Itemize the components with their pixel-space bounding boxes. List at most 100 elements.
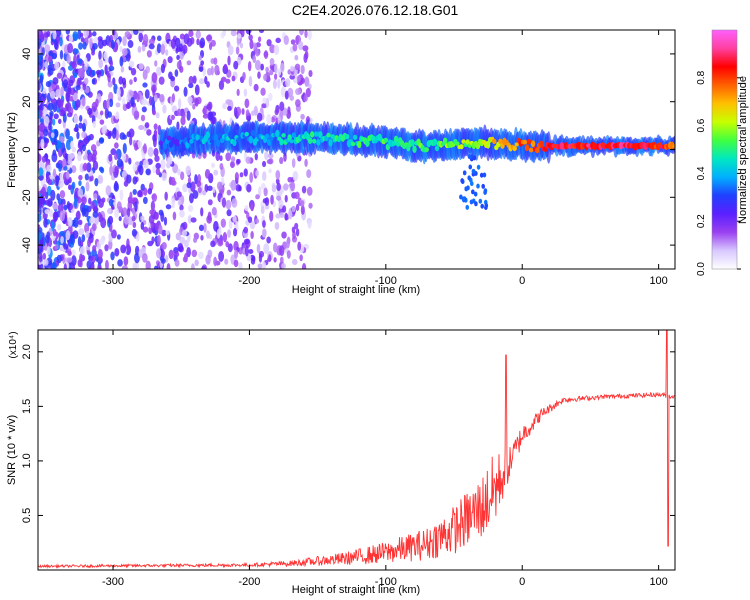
noise-cell [44, 209, 50, 215]
noise-cell [48, 55, 52, 63]
noise-cell [191, 249, 198, 258]
noise-cell [148, 214, 155, 224]
spectrogram-cells [38, 30, 675, 269]
noise-cell [201, 265, 206, 269]
noise-cell [143, 143, 147, 154]
noise-cell [177, 168, 181, 176]
noise-cell [160, 63, 166, 74]
noise-cell [73, 197, 78, 209]
y-tick-label: -20 [21, 189, 33, 205]
noise-cell [46, 30, 51, 38]
noise-cell [261, 261, 267, 269]
band-core-cell [213, 133, 219, 141]
noise-cell [45, 175, 51, 184]
noise-cell [128, 60, 135, 68]
noise-cell [116, 158, 123, 168]
noise-cell [44, 137, 50, 144]
noise-cell [100, 167, 105, 174]
noise-cell [45, 81, 52, 88]
noise-cell [282, 205, 287, 213]
noise-cell [38, 248, 41, 255]
noise-cell [239, 172, 244, 178]
noise-cell [253, 105, 258, 116]
noise-cell [90, 254, 96, 264]
noise-cell [77, 188, 84, 198]
noise-cell [177, 242, 184, 252]
noise-cell [39, 109, 43, 118]
noise-cell [114, 207, 119, 219]
noise-cell [132, 176, 138, 185]
snr-x-label: Height of straight line (km) [292, 584, 420, 596]
noise-cell [204, 184, 209, 193]
noise-cell [303, 53, 308, 64]
noise-cell [252, 55, 257, 64]
noise-cell [180, 116, 186, 126]
noise-cell [206, 185, 213, 192]
noise-cell [138, 30, 145, 34]
noise-cell [171, 197, 175, 209]
noise-cell [108, 153, 113, 162]
noise-cell [257, 71, 261, 79]
noise-cell [79, 246, 86, 256]
noise-cell [266, 236, 271, 244]
noise-cell [80, 32, 84, 38]
noise-cell [296, 75, 301, 83]
noise-cell [78, 219, 83, 225]
noise-cell [51, 152, 58, 163]
noise-cell [257, 263, 263, 269]
band-core-cell [672, 144, 675, 149]
noise-cell [38, 66, 41, 73]
noise-cell [194, 97, 199, 107]
noise-cell [81, 234, 86, 243]
noise-cell [98, 238, 105, 245]
noise-cell [74, 48, 79, 54]
noise-cell [92, 210, 99, 218]
noise-cell [258, 186, 262, 197]
noise-cell [195, 30, 201, 39]
noise-cell [222, 232, 228, 243]
noise-cell [306, 186, 313, 196]
noise-cell [120, 244, 127, 254]
tail-cell [472, 155, 477, 161]
band-core-cell [189, 138, 194, 144]
noise-cell [200, 234, 204, 241]
noise-cell [216, 181, 223, 191]
noise-cell [177, 98, 182, 109]
noise-cell [149, 209, 154, 215]
noise-cell [168, 249, 174, 260]
noise-cell [86, 260, 92, 269]
noise-cell [261, 103, 268, 109]
noise-cell [98, 58, 104, 69]
tail-cell [469, 181, 474, 187]
noise-cell [90, 201, 95, 209]
noise-cell [42, 252, 47, 261]
tail-cell [474, 201, 478, 207]
noise-cell [107, 215, 114, 225]
noise-cell [38, 224, 41, 230]
noise-cell [147, 146, 154, 157]
noise-cell [184, 239, 189, 248]
noise-cell [114, 247, 120, 257]
noise-cell [79, 84, 84, 92]
noise-cell [40, 96, 46, 105]
noise-cell [276, 182, 281, 192]
noise-cell [56, 254, 62, 264]
noise-cell [247, 216, 253, 224]
noise-cell [156, 43, 162, 54]
noise-cell [181, 229, 188, 237]
x-tick-label: -300 [102, 576, 124, 588]
noise-cell [140, 221, 145, 231]
noise-cell [38, 124, 42, 132]
tail-cell [483, 189, 487, 195]
noise-cell [146, 50, 152, 58]
noise-cell [59, 210, 66, 222]
noise-cell [246, 115, 252, 121]
noise-cell [305, 87, 311, 98]
noise-cell [198, 224, 204, 232]
noise-cell [275, 213, 281, 219]
band-core-cell [312, 138, 317, 144]
noise-cell [87, 152, 93, 163]
noise-cell [163, 216, 168, 226]
noise-cell [303, 94, 308, 102]
noise-cell [38, 153, 42, 163]
